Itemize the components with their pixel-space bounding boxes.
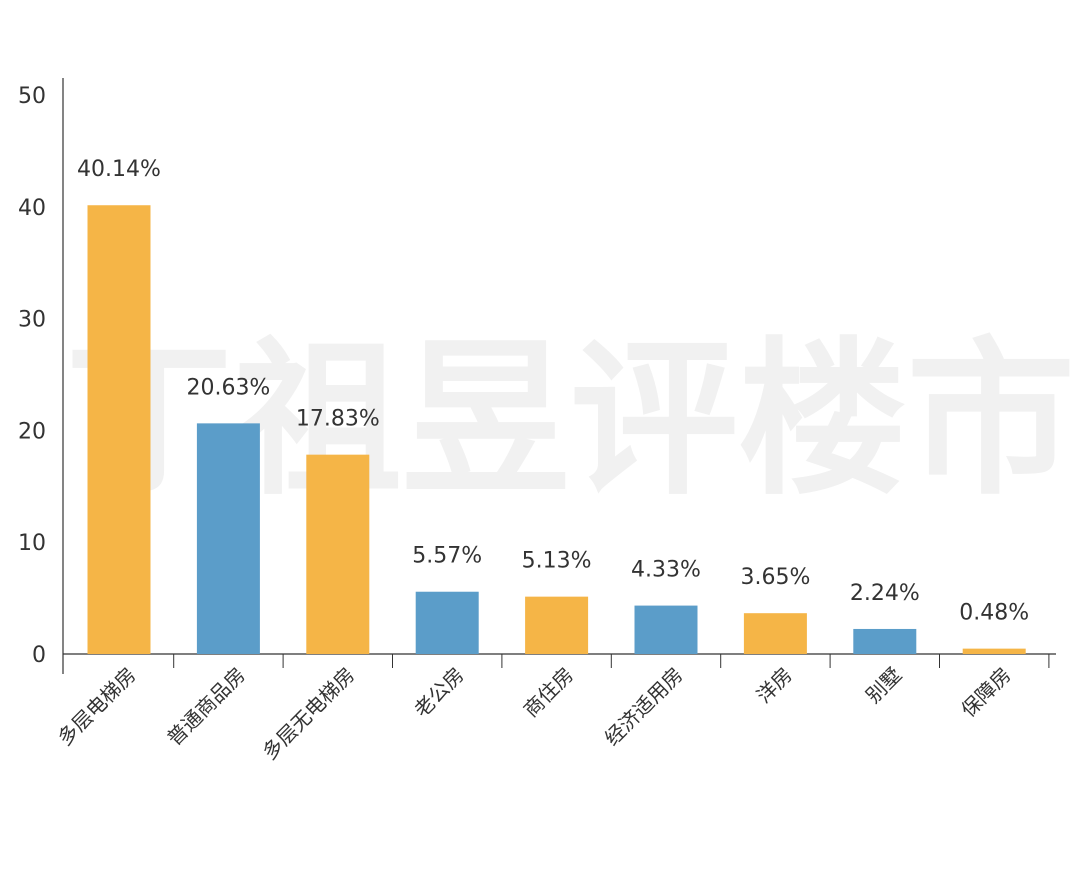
bar <box>87 205 151 654</box>
bar <box>962 648 1026 654</box>
x-category-label: 洋房 <box>752 663 797 708</box>
y-tick-label: 30 <box>18 308 46 333</box>
bar <box>415 591 479 654</box>
bar-value-label: 40.14% <box>77 157 161 182</box>
y-tick-label: 10 <box>18 531 46 556</box>
bar <box>634 605 698 654</box>
bar <box>196 423 260 654</box>
x-category-label: 商住房 <box>519 663 578 722</box>
bar-value-label: 5.57% <box>412 544 482 569</box>
bar-value-label: 17.83% <box>296 407 380 432</box>
x-category-label: 老公房 <box>409 663 468 722</box>
bar-value-label: 4.33% <box>631 558 701 583</box>
bar <box>306 454 370 654</box>
y-tick-label: 50 <box>18 84 46 109</box>
y-tick-label: 20 <box>18 419 46 444</box>
x-category-label: 保障房 <box>956 663 1015 722</box>
x-category-label: 多层电梯房 <box>53 663 141 751</box>
x-category-label: 普通商品房 <box>162 663 250 751</box>
bar-value-label: 0.48% <box>959 601 1029 626</box>
y-tick-label: 40 <box>18 196 46 221</box>
bar-value-label: 20.63% <box>186 375 270 400</box>
bar-value-label: 2.24% <box>850 581 920 606</box>
bar <box>853 628 917 654</box>
bar <box>743 613 807 654</box>
x-category-label: 多层无电梯房 <box>258 663 360 765</box>
bar-value-label: 5.13% <box>522 549 592 574</box>
y-tick-label: 0 <box>32 643 46 668</box>
bar <box>525 596 589 654</box>
bar-value-label: 3.65% <box>740 565 810 590</box>
x-category-label: 别墅 <box>861 663 906 708</box>
x-category-label: 经济适用房 <box>600 663 688 751</box>
